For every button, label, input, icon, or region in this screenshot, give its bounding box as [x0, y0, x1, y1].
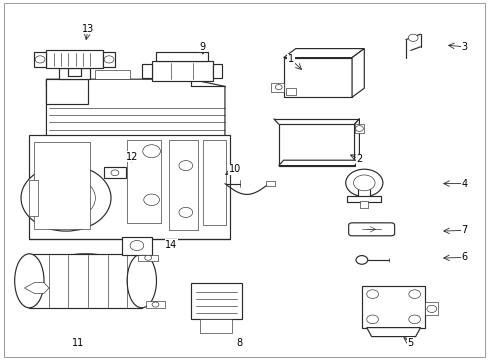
- Circle shape: [111, 170, 119, 176]
- Circle shape: [21, 165, 111, 231]
- Polygon shape: [102, 52, 115, 67]
- Circle shape: [353, 175, 374, 191]
- Bar: [200, 319, 232, 333]
- Text: 4: 4: [461, 179, 467, 189]
- Circle shape: [426, 305, 436, 312]
- Text: 12: 12: [125, 152, 138, 162]
- Bar: [29, 180, 38, 216]
- Polygon shape: [29, 135, 229, 239]
- Bar: [34, 142, 90, 229]
- Circle shape: [355, 256, 367, 264]
- Bar: [346, 196, 381, 202]
- Text: 7: 7: [461, 225, 467, 235]
- Polygon shape: [34, 52, 46, 67]
- Circle shape: [366, 290, 378, 298]
- Polygon shape: [366, 328, 420, 337]
- Text: 1: 1: [287, 54, 293, 64]
- Text: 3: 3: [461, 42, 467, 52]
- Polygon shape: [46, 79, 224, 137]
- Circle shape: [408, 315, 420, 324]
- Bar: [271, 83, 283, 92]
- Ellipse shape: [127, 254, 156, 308]
- Text: 8: 8: [236, 338, 242, 348]
- Polygon shape: [425, 302, 437, 315]
- Circle shape: [142, 145, 160, 158]
- Bar: [360, 201, 367, 208]
- Bar: [283, 58, 351, 97]
- Ellipse shape: [29, 254, 142, 308]
- Text: 2: 2: [356, 154, 362, 164]
- Text: 10: 10: [228, 164, 241, 174]
- Polygon shape: [351, 49, 364, 97]
- Bar: [127, 140, 161, 223]
- Polygon shape: [142, 64, 151, 78]
- Ellipse shape: [15, 254, 44, 308]
- Bar: [203, 140, 226, 225]
- Bar: [46, 79, 88, 104]
- Text: 13: 13: [81, 24, 94, 34]
- Bar: [168, 140, 198, 230]
- Circle shape: [355, 126, 363, 131]
- Circle shape: [152, 302, 159, 307]
- Circle shape: [407, 34, 417, 41]
- Circle shape: [144, 255, 151, 260]
- Circle shape: [408, 290, 420, 298]
- Text: 9: 9: [200, 42, 205, 52]
- Circle shape: [104, 56, 114, 63]
- Bar: [285, 88, 295, 95]
- Bar: [361, 286, 425, 328]
- Circle shape: [130, 240, 143, 251]
- Bar: [265, 181, 275, 186]
- Circle shape: [366, 315, 378, 324]
- Bar: [138, 255, 158, 261]
- Polygon shape: [278, 160, 359, 166]
- Polygon shape: [212, 64, 222, 78]
- Bar: [104, 167, 125, 178]
- Bar: [278, 124, 354, 166]
- Text: 5: 5: [407, 338, 413, 348]
- Bar: [29, 254, 142, 308]
- Text: 11: 11: [72, 338, 84, 348]
- Circle shape: [37, 176, 95, 220]
- Circle shape: [179, 207, 192, 217]
- Circle shape: [143, 194, 159, 206]
- Text: 6: 6: [461, 252, 467, 262]
- Bar: [59, 68, 90, 79]
- Polygon shape: [354, 124, 364, 133]
- Polygon shape: [24, 283, 49, 293]
- Circle shape: [35, 56, 45, 63]
- Bar: [358, 183, 369, 197]
- Bar: [122, 237, 151, 255]
- Bar: [190, 283, 242, 319]
- Polygon shape: [283, 49, 364, 58]
- Polygon shape: [354, 119, 359, 166]
- Circle shape: [61, 194, 71, 202]
- Bar: [151, 61, 212, 81]
- FancyBboxPatch shape: [348, 223, 394, 236]
- Bar: [46, 50, 102, 68]
- Bar: [156, 52, 207, 61]
- Bar: [145, 301, 165, 308]
- Text: 14: 14: [164, 240, 177, 250]
- Circle shape: [345, 169, 382, 197]
- Bar: [95, 70, 129, 79]
- Circle shape: [179, 161, 192, 171]
- Circle shape: [275, 85, 282, 90]
